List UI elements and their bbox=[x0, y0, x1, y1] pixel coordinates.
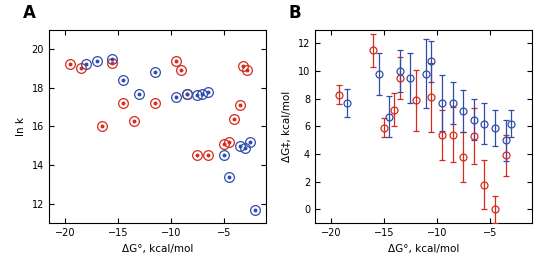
Y-axis label: ln k: ln k bbox=[16, 117, 26, 136]
X-axis label: ΔG°, kcal/mol: ΔG°, kcal/mol bbox=[122, 244, 193, 254]
Text: A: A bbox=[23, 4, 36, 22]
Text: B: B bbox=[289, 4, 301, 22]
X-axis label: ΔG°, kcal/mol: ΔG°, kcal/mol bbox=[388, 244, 459, 254]
Y-axis label: ΔG‡, kcal/mol: ΔG‡, kcal/mol bbox=[282, 91, 292, 162]
